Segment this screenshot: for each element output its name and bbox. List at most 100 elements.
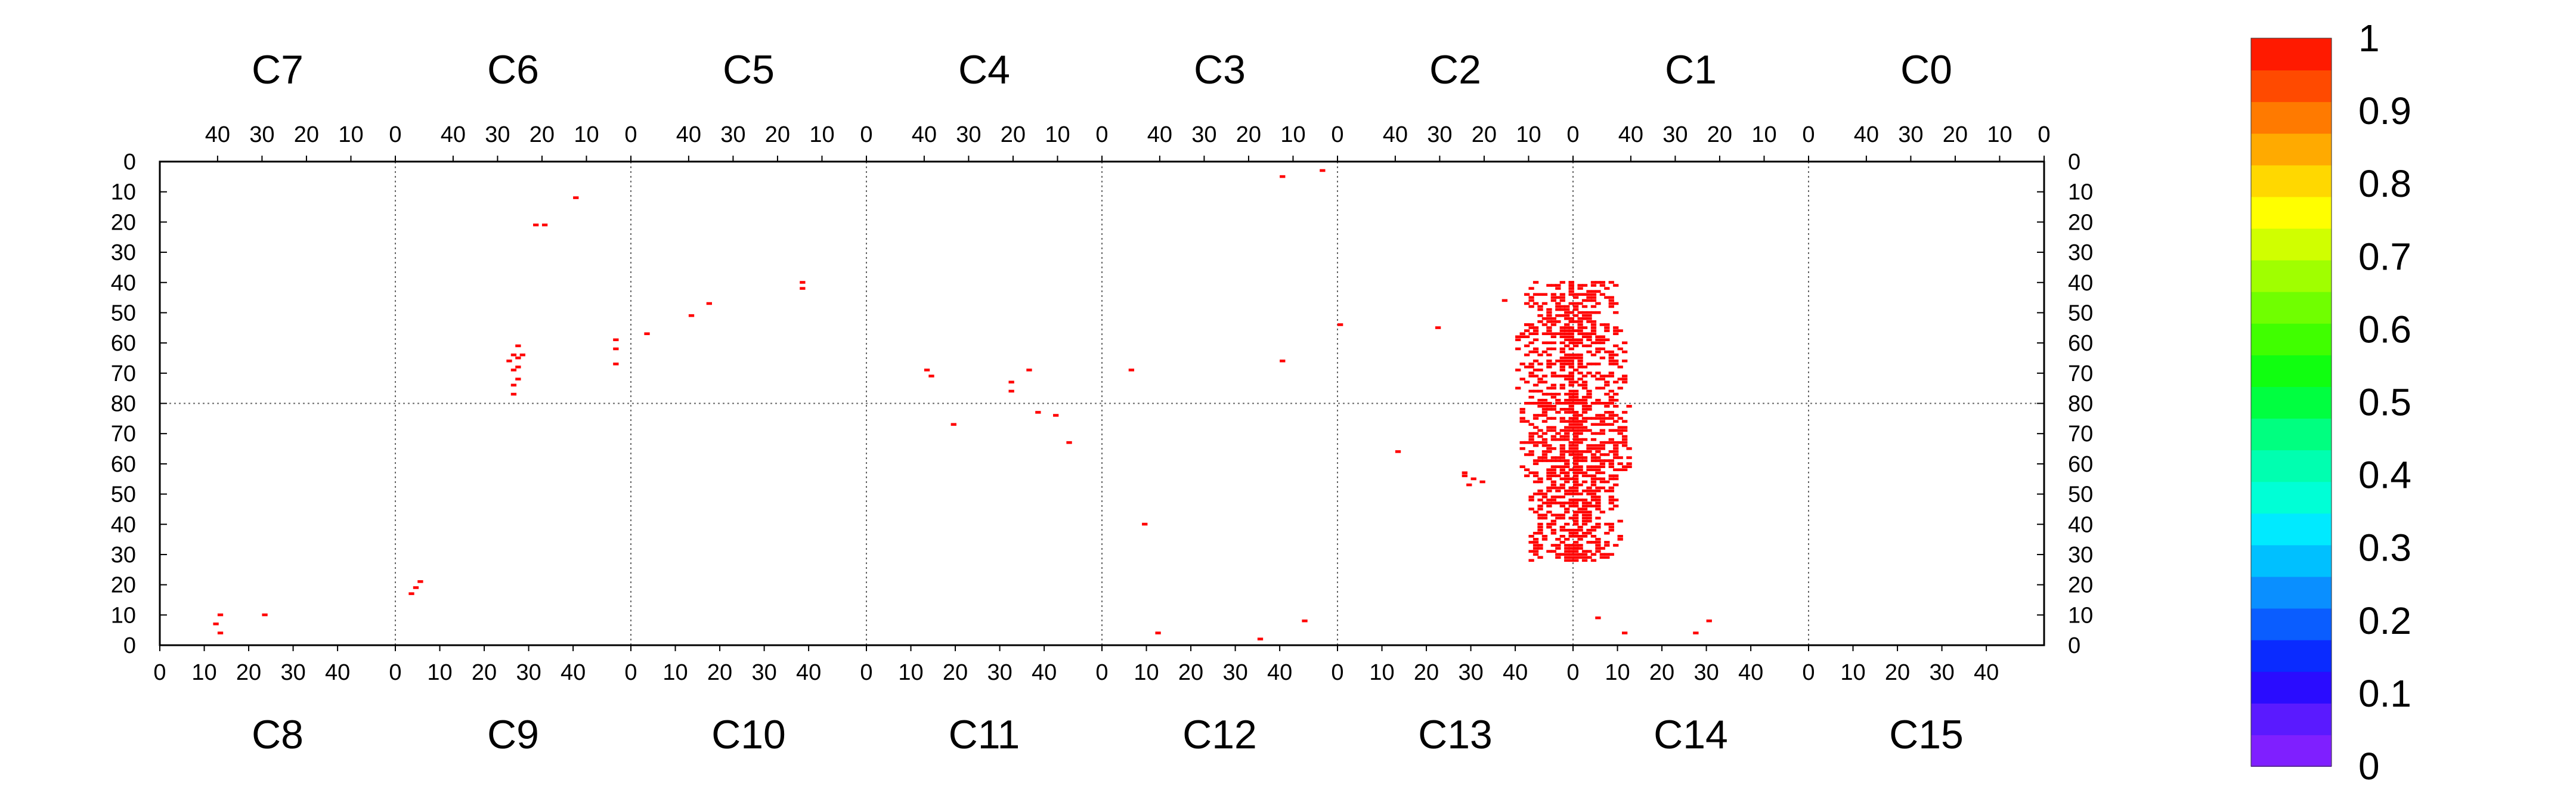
heatmap-cell [1541,332,1548,335]
heatmap-cell [1577,311,1583,314]
heatmap-cell [1604,423,1610,426]
heatmap-cell [1608,528,1614,532]
heatmap-cell [1559,296,1565,299]
y-tick-label-right: 30 [2068,240,2093,265]
heatmap-cell [1555,401,1561,405]
heatmap-cell [1573,429,1579,432]
heatmap-cell [1568,281,1574,284]
heatmap-cell [1608,499,1614,501]
heatmap-cell [1555,360,1561,363]
heatmap-cell [1555,398,1561,402]
heatmap-cell [1568,341,1574,345]
x-tick-label-top: 10 [574,122,599,147]
heatmap-cell [1564,450,1570,453]
heatmap-cell [1595,377,1601,380]
heatmap-cell [1573,513,1579,517]
y-tick-label-right: 0 [2068,150,2080,175]
heatmap-cell [1621,350,1628,354]
heatmap-cell [1528,496,1534,499]
heatmap-cell [1621,438,1628,441]
colorbar-segment [2251,544,2332,577]
heatmap-cell [1581,450,1588,453]
heatmap-cell [1546,450,1552,453]
heatmap-cell [1555,489,1561,493]
heatmap-cell [1541,501,1548,504]
heatmap-cell [1613,450,1619,453]
heatmap-cell [1573,559,1579,562]
heatmap-cell [1599,374,1606,377]
heatmap-cell [1564,429,1570,432]
heatmap-cell [1550,429,1557,432]
heatmap-cell [1590,504,1597,507]
heatmap-cell [1573,510,1579,514]
heatmap-cell [1577,356,1583,360]
heatmap-cell [1586,417,1592,420]
heatmap-cell [1568,489,1574,493]
heatmap-cell [1546,459,1552,462]
heatmap-cell [1568,353,1574,357]
heatmap-cell [1577,553,1583,556]
heatmap-cell [1586,363,1592,366]
heatmap-cell [1621,374,1628,377]
heatmap-cell [1581,438,1588,441]
heatmap-cell [1537,513,1543,517]
heatmap-cell [1599,510,1606,514]
heatmap-cell [1577,525,1583,529]
heatmap-cell [1555,314,1561,317]
heatmap-cell [1532,326,1539,329]
heatmap-cell [1519,411,1525,414]
heatmap-cell [1528,432,1534,435]
x-tick-label-top: 0 [389,122,401,147]
heatmap-cell [1586,392,1592,396]
heatmap-cell [1586,320,1592,323]
heatmap-cell [1621,631,1628,634]
heatmap-cell [1568,360,1574,363]
heatmap-cell [1532,480,1539,484]
heatmap-cell [1608,553,1614,556]
y-tick-label-right: 60 [2068,452,2093,477]
heatmap-cell [1528,401,1534,405]
heatmap-cell [1568,335,1574,339]
heatmap-cell [1537,507,1543,510]
heatmap-cell [1564,408,1570,411]
heatmap-cell [1559,525,1565,529]
heatmap-cell [1559,444,1565,447]
heatmap-cell [1550,550,1557,553]
heatmap-cell [1617,329,1623,332]
heatmap-cell [1586,344,1592,348]
heatmap-cell [1559,468,1565,472]
heatmap-cell [1568,556,1574,559]
heatmap-cell [1568,372,1574,374]
heatmap-cell [1555,438,1561,441]
heatmap-cell [1546,468,1552,472]
heatmap-cell [1577,534,1583,538]
panel-label-bottom: C12 [1182,712,1257,757]
heatmap-cell [1617,462,1623,465]
heatmap-cell [1555,486,1561,490]
heatmap-cell [1568,366,1574,369]
heatmap-cell [1573,380,1579,384]
heatmap-cell [1586,493,1592,496]
heatmap-cell [1573,423,1579,426]
heatmap-cell [1541,496,1548,499]
heatmap-cell [1573,293,1579,296]
heatmap-cell [1550,386,1557,390]
heatmap-cell [1550,395,1557,399]
heatmap-cell [1537,429,1543,432]
heatmap-cell [1613,456,1619,459]
x-tick-label-top: 40 [1147,122,1172,147]
heatmap-cell [1155,631,1161,634]
heatmap-cell [1586,314,1592,317]
heatmap-cell [928,374,934,377]
colorbar-segment [2251,228,2332,261]
y-tick-label-right: 0 [2068,633,2080,658]
colorbar-segment [2251,196,2332,229]
heatmap-cell [1586,550,1592,553]
colorbar-segment [2251,513,2332,546]
heatmap-cell [1573,369,1579,372]
heatmap-cell [1568,447,1574,450]
heatmap-cell [1608,299,1614,302]
heatmap-cell [1577,507,1583,510]
heatmap-cell [1564,538,1570,541]
heatmap-cell [1532,538,1539,541]
